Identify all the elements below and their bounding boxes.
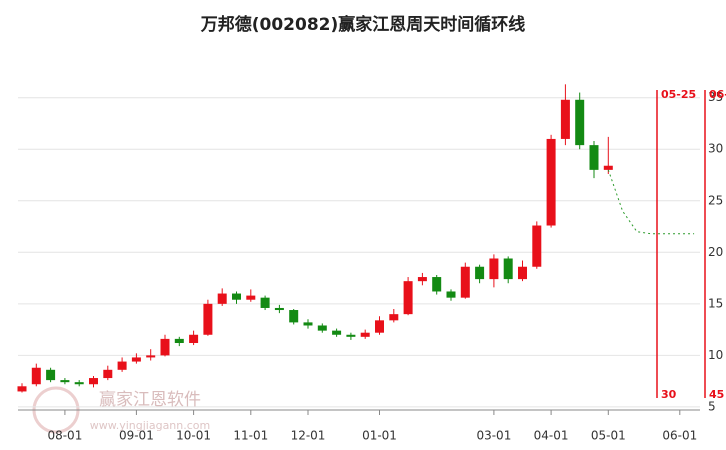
candle-body [332,330,342,335]
candle-body [232,293,241,300]
candle-body [389,314,399,321]
x-tick-label: 09-01 [119,429,154,443]
y-tick-label: 25 [708,193,723,207]
candle-body [289,310,299,323]
candle-body [17,386,27,392]
candle-body [375,320,384,333]
x-tick-label: 12-01 [291,429,326,443]
candle-body [460,266,470,298]
y-tick-label: 35 [708,90,723,104]
x-tick-label: 10-01 [176,429,211,443]
candle-body [146,355,156,358]
candle-body [518,266,527,280]
candle-body [274,307,284,311]
candle-body [360,332,370,337]
y-tick-label: 15 [708,296,723,310]
candle-body [74,382,84,385]
candle-body [260,297,270,308]
candle-body [532,225,542,267]
candle-body [246,295,256,300]
candle-body [503,258,513,280]
x-tick-label: 11-01 [233,429,268,443]
x-tick-label: 05-01 [591,429,626,443]
candle-body [31,367,41,385]
candle-body [346,334,356,337]
candle-body [203,303,213,335]
candle-body [160,338,170,356]
y-tick-label: 30 [708,142,723,156]
candle-body [317,325,327,331]
candle-body [475,266,485,280]
x-tick-label: 01-01 [362,429,397,443]
candle-body [189,334,199,344]
candle-body [60,380,70,383]
candle-body [546,138,556,226]
x-tick-label: 06-01 [662,429,697,443]
candle-body [117,361,127,370]
candle-body [46,369,56,381]
candle-body [217,293,227,304]
candle-body [417,277,427,282]
chart-title: 万邦德(002082)赢家江恩周天时间循环线 [200,14,526,35]
cycle-date: 06- [709,88,726,101]
y-tick-label: 20 [708,245,723,259]
watermark: 赢家江恩软件 [99,390,201,410]
y-tick-label: 5 [708,399,716,413]
x-tick-label: 08-01 [47,429,82,443]
projection-line [607,169,695,235]
x-tick-label: 04-01 [534,429,569,443]
candle-body [560,99,570,139]
cycle-days: 30 [661,388,677,401]
candle-body [432,277,442,292]
cycle-date: 05-25 [661,88,696,101]
candle-body [446,291,456,298]
candle-body [489,258,499,280]
cycle-days: 45 [709,388,724,401]
x-tick-label: 03-01 [476,429,511,443]
candle-body [103,369,113,379]
candle-body [575,99,585,146]
candle-body [603,165,613,170]
candle-body [403,281,413,315]
watermark-url: www.yingjiagann.com [90,419,211,432]
candle-body [303,322,313,326]
candle-body [89,378,98,385]
candle-body [174,338,184,344]
candle-body [589,145,599,170]
y-tick-label: 10 [708,348,723,362]
candle-body [131,357,141,362]
